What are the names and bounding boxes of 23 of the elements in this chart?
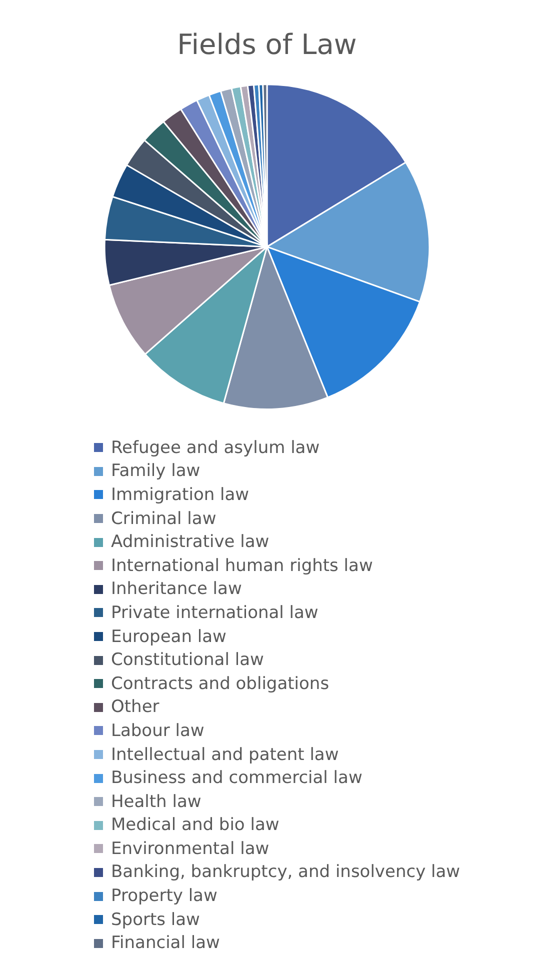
legend-label: Property law	[111, 886, 218, 906]
legend-label: Intellectual and patent law	[111, 744, 339, 765]
legend-label: Criminal law	[111, 508, 216, 529]
legend-label: Family law	[111, 461, 200, 482]
chart-title: Fields of Law	[177, 28, 357, 62]
legend-label: Labour law	[111, 720, 204, 741]
legend-label: Inheritance law	[111, 579, 242, 600]
legend-label: Banking, bankruptcy, and insolvency law	[111, 862, 460, 882]
legend-label: Health law	[111, 792, 202, 812]
legend-label: Immigration law	[111, 484, 250, 505]
legend-label: Private international law	[111, 602, 318, 623]
legend-label: Medical and bio law	[111, 815, 280, 836]
legend-label: Financial law	[111, 933, 220, 954]
legend-label: Constitutional law	[111, 650, 264, 670]
legend-label: Sports law	[111, 910, 200, 930]
legend-label: Contracts and obligations	[111, 674, 330, 694]
legend-label: International human rights law	[111, 556, 373, 576]
legend-label: Business and commercial law	[111, 768, 362, 788]
legend-label: Administrative law	[111, 532, 270, 552]
legend-label: Environmental law	[111, 838, 270, 859]
legend-label: European law	[111, 626, 226, 647]
legend-label: Refugee and asylum law	[111, 438, 320, 458]
legend-label: Other	[111, 697, 160, 718]
